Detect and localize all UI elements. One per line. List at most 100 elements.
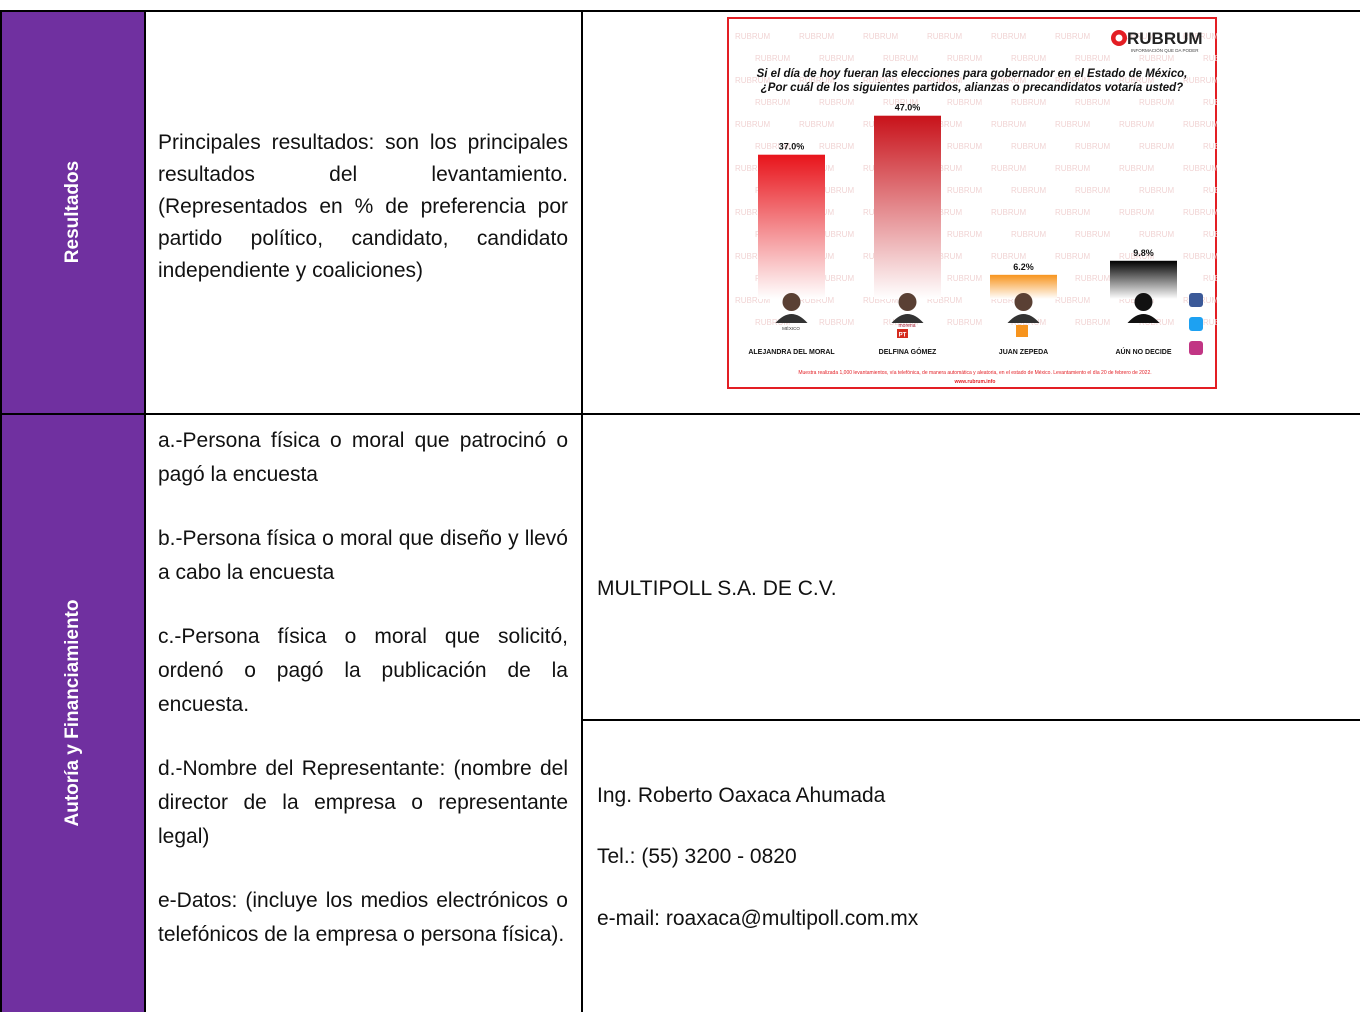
- item: d.-Nombre del Representante: (nombre del…: [158, 757, 568, 848]
- category-label: AÚN NO DECIDE: [1115, 347, 1171, 356]
- watermark: RUBRUM: [863, 296, 898, 305]
- watermark: RUBRUM: [883, 54, 918, 63]
- watermark: RUBRUM: [1011, 98, 1046, 107]
- watermark: RUBRUM: [927, 296, 962, 305]
- watermark: RUBRUM: [991, 76, 1026, 85]
- bar: [874, 115, 941, 299]
- social-icon: [1189, 341, 1203, 355]
- portrait: [1014, 293, 1033, 311]
- watermark: RUBRUM: [1055, 252, 1090, 261]
- watermark: RUBRUM: [1075, 98, 1110, 107]
- watermark: RUBRUM: [1011, 186, 1046, 195]
- watermark: RUBRUM: [947, 230, 982, 239]
- portrait: [898, 293, 917, 311]
- watermark: RUBRUM: [991, 164, 1026, 173]
- portrait: [1127, 314, 1160, 323]
- border: [0, 413, 1360, 415]
- watermark: RUBRUM: [947, 98, 982, 107]
- bar: [758, 154, 825, 299]
- party-label: MÉXICO: [782, 325, 800, 331]
- watermark: RUBRUM: [927, 120, 962, 129]
- watermark: RUBRUM: [1055, 76, 1090, 85]
- watermark: RUBRUM: [947, 318, 982, 327]
- row-label: Resultados: [62, 160, 83, 264]
- value-label: 37.0%: [779, 142, 805, 152]
- watermark: RUBRUM: [1055, 164, 1090, 173]
- watermark: RUBRUM: [1183, 120, 1217, 129]
- border: [0, 10, 1360, 12]
- company: MULTIPOLL S.A. DE C.V.: [597, 577, 837, 600]
- watermark: RUBRUM: [927, 76, 962, 85]
- watermark: RUBRUM: [1075, 186, 1110, 195]
- social-icon: [1189, 293, 1203, 307]
- watermark: RUBRUM: [1203, 230, 1217, 239]
- watermark: RUBRUM: [1139, 230, 1174, 239]
- watermark: RUBRUM: [735, 32, 770, 41]
- watermark: RUBRUM: [883, 98, 918, 107]
- watermark: RUBRUM: [947, 274, 982, 283]
- item: c.-Persona física o moral que solicitó, …: [158, 625, 568, 716]
- party-label: PT: [899, 333, 907, 339]
- watermark: RUBRUM: [1203, 318, 1217, 327]
- contact: e-mail: roaxaca@multipoll.com.mx: [597, 907, 919, 930]
- watermark: RUBRUM: [927, 164, 962, 173]
- item: a.-Persona física o moral que patrocinó …: [158, 429, 568, 486]
- watermark: RUBRUM: [991, 32, 1026, 41]
- watermark: RUBRUM: [1119, 208, 1154, 217]
- watermark: RUBRUM: [819, 186, 854, 195]
- watermark: RUBRUM: [755, 54, 790, 63]
- watermark: RUBRUM: [1203, 186, 1217, 195]
- watermark: RUBRUM: [819, 142, 854, 151]
- brand: RUBRUM: [1127, 29, 1203, 48]
- watermark: RUBRUM: [1055, 32, 1090, 41]
- watermark: RUBRUM: [1183, 252, 1217, 261]
- watermark: RUBRUM: [1203, 54, 1217, 63]
- portrait: [1007, 314, 1040, 323]
- description: Principales resultados: son los principa…: [158, 131, 568, 282]
- border: [581, 10, 583, 1012]
- border: [144, 10, 146, 1012]
- value-label: 6.2%: [1013, 262, 1034, 272]
- logo-mark: [1115, 34, 1123, 42]
- chart-title: ¿Por cuál de los siguientes partidos, al…: [761, 82, 1183, 94]
- watermark: RUBRUM: [991, 252, 1026, 261]
- watermark: RUBRUM: [1055, 208, 1090, 217]
- border: [582, 719, 1360, 721]
- watermark: RUBRUM: [1203, 142, 1217, 151]
- row-label: Autoría y Financiamiento: [62, 599, 83, 827]
- portrait: [782, 293, 801, 311]
- watermark: RUBRUM: [1139, 142, 1174, 151]
- item: b.-Persona física o moral que diseño y l…: [158, 527, 568, 584]
- watermark: RUBRUM: [947, 54, 982, 63]
- note: Muestra realizada 1,000 levantamientos, …: [798, 370, 1151, 376]
- watermark: RUBRUM: [1011, 54, 1046, 63]
- watermark: RUBRUM: [735, 120, 770, 129]
- watermark: RUBRUM: [1183, 208, 1217, 217]
- watermark: RUBRUM: [947, 186, 982, 195]
- watermark: RUBRUM: [819, 318, 854, 327]
- watermark: RUBRUM: [1139, 54, 1174, 63]
- border: [0, 10, 2, 1012]
- bar: [1110, 260, 1177, 299]
- watermark: RUBRUM: [1183, 32, 1217, 41]
- watermark: RUBRUM: [1055, 296, 1090, 305]
- watermark: RUBRUM: [1119, 32, 1154, 41]
- watermark: RUBRUM: [1011, 230, 1046, 239]
- watermark: RUBRUM: [1075, 274, 1110, 283]
- results-chart: RUBRUM RUBRUM RUBRUM RUBRUM RUBRUM RUBRUM RUBR…: [727, 17, 1217, 389]
- brand-tagline: INFORMACIÓN QUE DA PODER: [1131, 47, 1199, 53]
- label-cell: [0, 414, 145, 1012]
- contact: Tel.: (55) 3200 - 0820: [597, 845, 797, 868]
- watermark: RUBRUM: [735, 208, 770, 217]
- portrait: [891, 314, 924, 323]
- watermark: RUBRUM: [799, 120, 834, 129]
- category-label: DELFINA GÓMEZ: [879, 347, 937, 356]
- portrait: [1134, 293, 1153, 311]
- watermark: RUBRUM: [1011, 142, 1046, 151]
- website: www.rubrum.info: [954, 379, 996, 385]
- watermark: RUBRUM: [755, 98, 790, 107]
- value-label: 9.8%: [1133, 248, 1154, 258]
- portrait: [775, 314, 808, 323]
- watermark: RUBRUM: [1139, 98, 1174, 107]
